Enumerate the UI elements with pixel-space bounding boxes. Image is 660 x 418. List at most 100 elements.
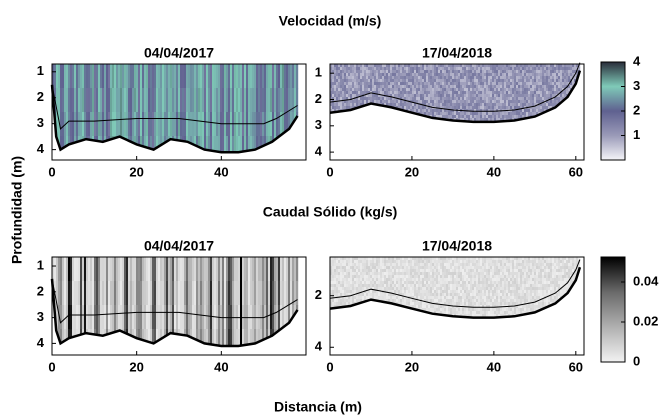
heatmap-cell — [214, 329, 216, 345]
heatmap-cell — [418, 290, 420, 293]
heatmap-cell — [350, 296, 352, 299]
heatmap-cell — [446, 94, 448, 97]
heatmap-cell — [120, 257, 122, 281]
heatmap-cell — [558, 88, 560, 91]
heatmap-cell — [370, 281, 372, 284]
heatmap-cell — [332, 284, 334, 287]
heatmap-cell — [232, 136, 234, 152]
heatmap-cell — [400, 281, 402, 284]
heatmap-cell — [432, 269, 434, 272]
heatmap-cell — [426, 284, 428, 287]
heatmap-cell — [80, 88, 82, 112]
heatmap-cell — [434, 290, 436, 293]
heatmap-cell — [380, 293, 382, 296]
heatmap-cell — [412, 272, 414, 275]
heatmap-cell — [334, 293, 336, 296]
heatmap-cell — [522, 103, 524, 106]
heatmap-cell — [130, 88, 132, 112]
heatmap-cell — [100, 305, 102, 329]
heatmap-cell — [406, 94, 408, 97]
heatmap-cell — [422, 305, 424, 308]
heatmap-cell — [434, 263, 436, 266]
heatmap-cell — [392, 100, 394, 103]
heatmap-cell — [278, 64, 280, 88]
heatmap-cell — [362, 275, 364, 278]
heatmap-cell — [432, 85, 434, 88]
heatmap-cell — [506, 76, 508, 79]
heatmap-cell — [252, 88, 254, 112]
heatmap-cell — [444, 97, 446, 100]
heatmap-cell — [352, 287, 354, 290]
heatmap-cell — [496, 70, 498, 73]
heatmap-cell — [138, 64, 140, 88]
heatmap-cell — [474, 109, 476, 112]
heatmap-cell — [480, 311, 482, 314]
heatmap-cell — [438, 76, 440, 79]
heatmap-cell — [392, 67, 394, 70]
heatmap-cell — [356, 290, 358, 293]
heatmap-cell — [524, 85, 526, 88]
heatmap-cell — [142, 88, 144, 112]
heatmap-cell — [378, 260, 380, 263]
heatmap-cell — [394, 281, 396, 284]
heatmap-cell — [484, 67, 486, 70]
heatmap-cell — [188, 305, 190, 329]
heatmap-cell — [500, 275, 502, 278]
heatmap-cell — [118, 305, 120, 329]
heatmap-cell — [414, 91, 416, 94]
heatmap-cell — [444, 103, 446, 106]
heatmap-cell — [402, 290, 404, 293]
heatmap-cell — [458, 88, 460, 91]
heatmap-cell — [176, 112, 178, 136]
heatmap-cell — [526, 275, 528, 278]
heatmap-cell — [184, 88, 186, 112]
heatmap-cell — [344, 266, 346, 269]
heatmap-cell — [486, 97, 488, 100]
heatmap-cell — [186, 88, 188, 112]
heatmap-cell — [476, 70, 478, 73]
heatmap-cell — [374, 281, 376, 284]
heatmap-cell — [530, 109, 532, 112]
heatmap-cell — [488, 70, 490, 73]
heatmap-cell — [334, 73, 336, 76]
heatmap-cell — [182, 281, 184, 305]
heatmap-cell — [352, 73, 354, 76]
heatmap-cell — [500, 103, 502, 106]
heatmap-cell — [342, 106, 344, 109]
heatmap-cell — [382, 284, 384, 287]
heatmap-cell — [464, 284, 466, 287]
heatmap-cell — [216, 64, 218, 88]
heatmap-cell — [360, 100, 362, 103]
heatmap-cell — [514, 112, 516, 115]
heatmap-cell — [364, 260, 366, 263]
heatmap-cell — [408, 103, 410, 106]
heatmap-cell — [396, 76, 398, 79]
heatmap-cell — [102, 64, 104, 88]
heatmap-cell — [332, 281, 334, 284]
heatmap-cell — [412, 302, 414, 305]
heatmap-cell — [98, 112, 100, 136]
heatmap-cell — [416, 263, 418, 266]
heatmap-cell — [178, 88, 180, 112]
heatmap-cell — [482, 103, 484, 106]
heatmap-cell — [474, 311, 476, 314]
heatmap-cell — [224, 281, 226, 305]
heatmap-cell — [414, 76, 416, 79]
heatmap-cell — [518, 88, 520, 91]
heatmap-cell — [206, 112, 208, 136]
heatmap-cell — [180, 257, 182, 281]
heatmap-cell — [352, 299, 354, 302]
heatmap-cell — [128, 281, 130, 305]
heatmap-cell — [428, 287, 430, 290]
heatmap-cell — [392, 272, 394, 275]
heatmap-cell — [460, 263, 462, 266]
heatmap-cell — [116, 64, 118, 88]
heatmap-cell — [440, 70, 442, 73]
heatmap-cell — [514, 275, 516, 278]
heatmap-cell — [178, 112, 180, 136]
heatmap-cell — [500, 76, 502, 79]
heatmap-cell — [428, 260, 430, 263]
heatmap-cell — [430, 284, 432, 287]
heatmap-cell — [544, 82, 546, 85]
heatmap-cell — [374, 70, 376, 73]
